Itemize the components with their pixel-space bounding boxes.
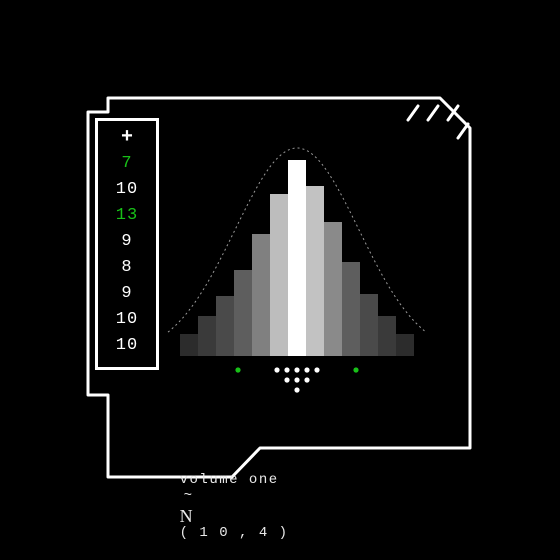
number-row: 9: [98, 229, 156, 255]
number-row: 13: [98, 203, 156, 229]
bar: [360, 294, 378, 356]
bar: [288, 160, 306, 356]
stage: + 710139891010 volume one ~ N ( 1 0 , 4 …: [0, 0, 560, 560]
dot: [304, 367, 309, 372]
dot: [294, 377, 299, 382]
dot-plot: [235, 367, 358, 392]
dot: [353, 367, 358, 372]
histogram-bars: [180, 160, 414, 356]
bar: [216, 296, 234, 356]
number-row: 10: [98, 307, 156, 333]
bar: [306, 186, 324, 356]
dot: [294, 367, 299, 372]
dot: [274, 367, 279, 372]
number-row: 8: [98, 255, 156, 281]
bar: [234, 270, 252, 356]
caption-prefix: volume one: [180, 472, 279, 488]
bar: [252, 234, 270, 356]
number-list: + 710139891010: [95, 118, 159, 370]
dot: [294, 387, 299, 392]
dot: [235, 367, 240, 372]
number-row: 10: [98, 333, 156, 359]
bar: [198, 316, 216, 356]
caption-letter: N: [180, 506, 195, 527]
caption-params: ( 1 0 , 4 ): [180, 525, 289, 541]
tick-marks: [408, 106, 468, 138]
number-row: 9: [98, 281, 156, 307]
bar: [378, 316, 396, 356]
number-row: 7: [98, 151, 156, 177]
bar: [324, 222, 342, 356]
plus-icon: +: [98, 127, 156, 151]
number-row: 10: [98, 177, 156, 203]
caption: volume one ~ N ( 1 0 , 4 ): [140, 456, 289, 557]
dot: [304, 377, 309, 382]
bar: [180, 334, 198, 356]
dot: [284, 367, 289, 372]
bar: [342, 262, 360, 356]
caption-tilde: ~: [184, 488, 194, 504]
bar: [270, 194, 288, 356]
dot: [284, 377, 289, 382]
dot: [314, 367, 319, 372]
bar: [396, 334, 414, 356]
